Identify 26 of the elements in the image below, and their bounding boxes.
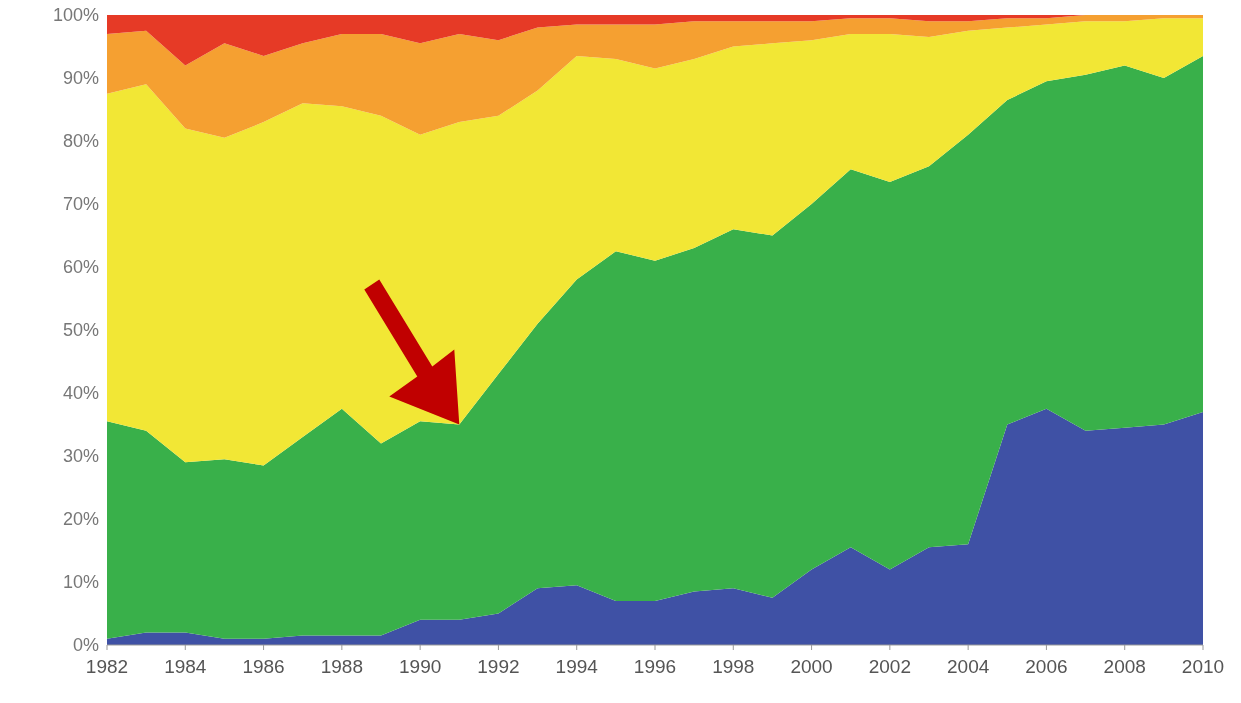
x-tick-label: 2002 <box>868 656 911 677</box>
y-tick-label: 0% <box>72 635 99 655</box>
x-tick-label: 1988 <box>320 656 363 677</box>
x-tick-label: 1992 <box>477 656 520 677</box>
y-tick-label: 20% <box>62 509 99 529</box>
x-tick-label: 1986 <box>242 656 285 677</box>
x-tick-label: 2000 <box>790 656 833 677</box>
x-tick-label: 1984 <box>164 656 207 677</box>
y-tick-label: 40% <box>62 383 99 403</box>
y-tick-label: 80% <box>62 131 99 151</box>
x-tick-label: 1990 <box>399 656 442 677</box>
x-tick-label: 1982 <box>85 656 129 677</box>
x-tick-label: 2004 <box>947 656 990 677</box>
y-tick-label: 60% <box>62 257 99 277</box>
x-tick-label: 1994 <box>555 656 599 677</box>
y-tick-label: 100% <box>52 5 99 25</box>
y-tick-label: 50% <box>62 320 99 340</box>
x-tick-label: 1996 <box>633 656 677 677</box>
y-tick-label: 30% <box>62 446 99 466</box>
x-tick-label: 1998 <box>712 656 755 677</box>
x-tick-label: 2010 <box>1181 656 1225 677</box>
y-tick-label: 10% <box>62 572 99 592</box>
y-tick-label: 90% <box>62 68 99 88</box>
y-tick-label: 70% <box>62 194 99 214</box>
x-tick-label: 2008 <box>1103 656 1146 677</box>
x-tick-label: 2006 <box>1025 656 1068 677</box>
